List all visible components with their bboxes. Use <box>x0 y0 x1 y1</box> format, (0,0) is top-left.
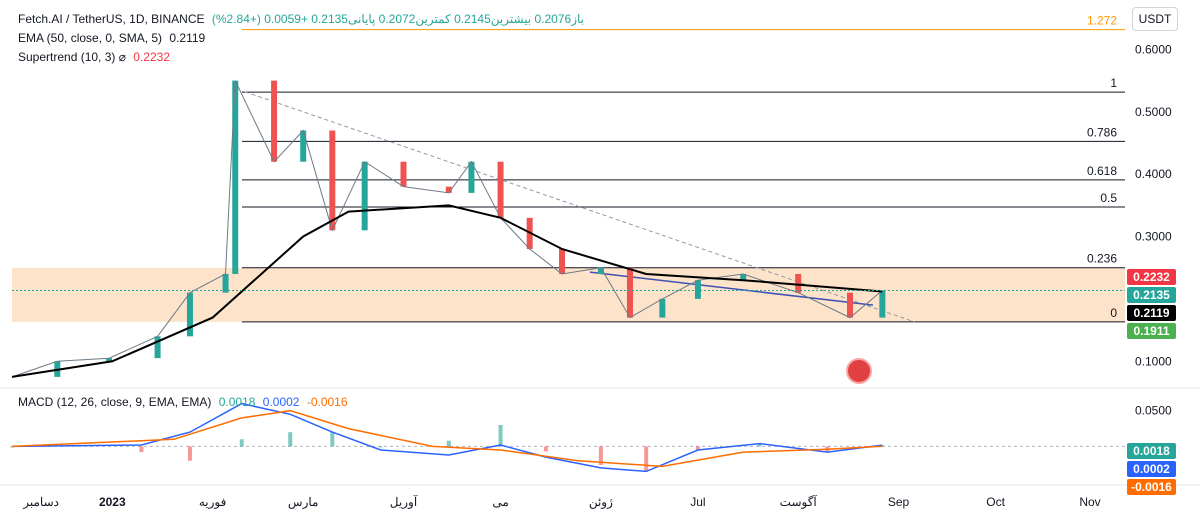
ema-value: 0.2119 <box>169 31 206 45</box>
candle <box>400 161 407 187</box>
currency-button[interactable]: USDT <box>1132 7 1178 31</box>
candle <box>186 292 193 337</box>
macd-histogram-bar <box>757 443 762 447</box>
candle <box>879 290 886 318</box>
trendline-blue <box>589 271 874 306</box>
candle <box>445 186 452 193</box>
x-tick-label: دسامبر <box>22 495 59 509</box>
legend-ema: EMA (50, close, 0, SMA, 5) 0.2119 <box>18 31 209 46</box>
macd-histogram-bar <box>498 425 503 447</box>
y-tick-label: 0.1000 <box>1135 354 1172 368</box>
y-tick-label: 0.6000 <box>1135 42 1172 56</box>
candle <box>271 80 278 162</box>
candle <box>740 273 747 281</box>
symbol-label: Fetch.AI / TetherUS, 1D, BINANCE <box>18 12 205 26</box>
supertrend-price-tag: 0.2232 <box>1127 269 1176 285</box>
candle <box>659 298 666 318</box>
fib-label-0: 0 <box>1110 306 1117 320</box>
supertrend-label: Supertrend (10, 3) ⌀ <box>18 50 126 64</box>
macd-tick-label: 0.0500 <box>1135 404 1172 418</box>
candle <box>626 267 633 318</box>
candle <box>846 292 853 318</box>
x-tick-label: 2023 <box>99 495 126 509</box>
x-tick-label: Sep <box>888 495 910 509</box>
signal-line <box>11 409 883 468</box>
x-tick-label: ژوئن <box>589 495 613 509</box>
macd-value: 0.0018 <box>218 395 256 409</box>
y-tick-label: 0.4000 <box>1135 167 1172 181</box>
macd-histogram-bar <box>139 446 144 453</box>
legend-supertrend: Supertrend (10, 3) ⌀ 0.2232 <box>18 50 174 65</box>
candle <box>468 161 475 193</box>
macd-line <box>11 402 883 473</box>
macd-histogram-bar <box>644 446 649 472</box>
ohlc-values: باز0.2076 بیشترین0.2145 کمترین0.2072 پای… <box>211 12 584 26</box>
x-tick-label: Jul <box>690 495 705 509</box>
x-tick-label: فوریه <box>199 495 227 509</box>
price-path <box>11 80 883 378</box>
macd-histogram-bar <box>187 446 192 461</box>
legend-symbol: Fetch.AI / TetherUS, 1D, BINANCE باز0.20… <box>18 12 588 27</box>
macd-tag: 0.0018 <box>1127 443 1176 459</box>
macd-histogram-bar <box>330 432 335 447</box>
candle <box>106 358 113 362</box>
macd-histogram-bar <box>880 445 885 447</box>
ema-price-tag: 0.2119 <box>1127 305 1176 321</box>
fib-label-0.618: 0.618 <box>1087 164 1117 178</box>
x-tick-label: Nov <box>1079 495 1100 509</box>
legend-macd: MACD (12, 26, close, 9, EMA, EMA) 0.0018… <box>18 395 352 410</box>
x-tick-label: مارس <box>288 495 319 509</box>
signal-tag: 0.0002 <box>1127 461 1176 477</box>
trendline-dashed <box>244 91 916 323</box>
x-tick-label: آگوست <box>780 494 818 509</box>
hist-value: -0.0016 <box>306 395 348 409</box>
macd-histogram-bar <box>10 446 14 448</box>
fib-label-0.5: 0.5 <box>1100 191 1117 205</box>
candle <box>222 273 229 293</box>
candle <box>361 161 368 231</box>
y-tick-label: 0.5000 <box>1135 105 1172 119</box>
us-flag-icon[interactable] <box>846 358 872 384</box>
macd-histogram-bar <box>543 446 548 452</box>
candle <box>597 267 604 274</box>
candle <box>329 130 336 231</box>
ema-label: EMA (50, close, 0, SMA, 5) <box>18 31 163 45</box>
histogram-tag: -0.0016 <box>1127 479 1176 495</box>
x-tick-label: Oct <box>986 495 1005 509</box>
fib-label-1: 1 <box>1110 76 1117 90</box>
candle <box>232 80 239 274</box>
x-tick-label: آوریل <box>390 494 418 509</box>
macd-histogram-bar <box>695 446 700 451</box>
macd-label: MACD (12, 26, close, 9, EMA, EMA) <box>18 395 212 409</box>
macd-histogram-bar <box>288 432 293 447</box>
y-tick-label: 0.3000 <box>1135 230 1172 244</box>
candle <box>795 273 802 293</box>
signal-value: 0.0002 <box>262 395 300 409</box>
candle <box>559 249 566 274</box>
candle <box>300 130 307 162</box>
candle <box>497 161 504 218</box>
macd-histogram-bar <box>446 440 451 447</box>
macd-histogram-bar <box>598 446 603 465</box>
ema-line <box>11 204 883 378</box>
x-tick-label: می <box>492 495 508 509</box>
last-price-tag: 0.2135 <box>1127 287 1176 303</box>
macd-histogram-bar <box>378 446 383 448</box>
fib-label-1.272: 1.272 <box>1087 14 1117 28</box>
supertrend-value: 0.2232 <box>133 50 170 64</box>
macd-histogram-bar <box>239 439 244 447</box>
fib-label-0.786: 0.786 <box>1087 125 1117 139</box>
supertrend-low-tag: 0.1911 <box>1127 323 1176 339</box>
fib-label-0.236: 0.236 <box>1087 252 1117 266</box>
candle <box>154 336 161 359</box>
candle <box>694 280 701 299</box>
fib-zone <box>12 267 1125 322</box>
